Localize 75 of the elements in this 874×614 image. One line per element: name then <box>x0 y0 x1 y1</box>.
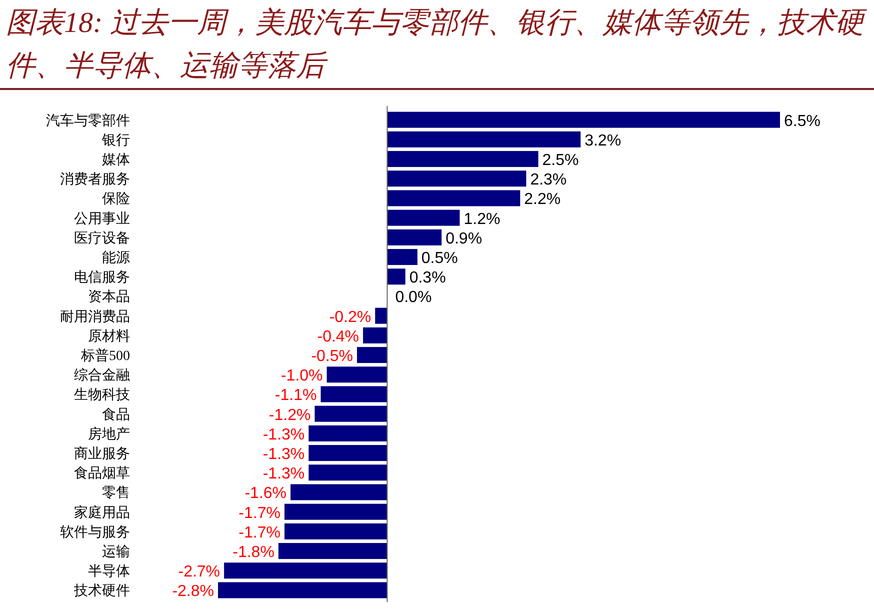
data-label: -1.3% <box>262 466 305 483</box>
data-label: 2.5% <box>542 152 579 169</box>
bar <box>387 210 460 226</box>
y-tick-label: 汽车与零部件 <box>46 112 130 129</box>
bar <box>290 484 388 500</box>
y-tick-label: 食品 <box>102 406 130 423</box>
data-label: -1.7% <box>238 524 280 542</box>
y-tick-label: 运输 <box>102 544 130 560</box>
y-tick-label: 能源 <box>102 250 130 266</box>
bar <box>387 268 406 285</box>
data-label: -0.4% <box>317 328 360 346</box>
bar <box>387 170 526 187</box>
bar <box>278 543 388 559</box>
y-tick-label: 生物科技 <box>74 387 130 404</box>
data-label: 6.5% <box>784 112 820 130</box>
data-label: 0.0% <box>395 289 432 306</box>
bar <box>387 151 538 167</box>
bar <box>320 386 388 402</box>
y-tick-label: 技术硬件 <box>73 583 130 600</box>
y-tick-label: 家庭用品 <box>74 504 130 521</box>
bar <box>284 523 388 540</box>
data-label: -1.3% <box>262 426 305 444</box>
bar <box>363 327 388 344</box>
y-tick-label: 商业服务 <box>74 446 130 462</box>
y-tick-label: 保险 <box>102 191 130 208</box>
data-label: -0.2% <box>329 308 372 326</box>
bar <box>284 504 388 520</box>
y-tick-label: 原材料 <box>88 328 130 344</box>
data-label: 0.3% <box>409 270 446 287</box>
data-label: 2.2% <box>524 191 561 208</box>
bar <box>387 229 442 246</box>
y-tick-label: 资本品 <box>88 289 130 306</box>
bar <box>224 562 388 579</box>
data-label: -1.1% <box>274 387 317 404</box>
bar <box>387 131 581 148</box>
data-label: -2.8% <box>172 583 214 600</box>
bar <box>356 347 388 363</box>
bar <box>326 366 388 383</box>
data-label: -1.7% <box>238 504 280 522</box>
chart-title: 图表18: 过去一周，美股汽车与零部件、银行、媒体等领先，技术硬件、半导体、运输等落后 <box>6 6 868 84</box>
y-tick-label: 综合金融 <box>74 368 130 384</box>
data-label: 3.2% <box>584 132 622 150</box>
y-tick-label: 银行 <box>101 132 130 148</box>
bar <box>375 308 388 324</box>
bar <box>218 582 388 598</box>
y-tick-label: 房地产 <box>88 426 130 442</box>
data-label: -0.5% <box>311 348 353 365</box>
data-label: -1.2% <box>268 406 311 424</box>
y-tick-label: 食品烟草 <box>74 466 130 482</box>
data-label: -2.7% <box>178 564 220 581</box>
y-tick-label: 媒体 <box>102 152 130 168</box>
data-label: 2.3% <box>530 172 567 189</box>
y-tick-label: 医疗设备 <box>74 230 130 246</box>
bar <box>314 406 388 422</box>
bar <box>308 445 388 461</box>
data-label: 0.5% <box>421 250 458 267</box>
data-label: -1.3% <box>262 446 305 463</box>
y-tick-label: 半导体 <box>88 564 130 580</box>
bar <box>308 425 388 442</box>
y-tick-label: 电信服务 <box>74 270 130 286</box>
bar <box>308 464 388 481</box>
y-tick-label: 消费者服务 <box>60 172 130 188</box>
bar <box>387 112 780 128</box>
data-label: 1.2% <box>464 210 500 228</box>
data-label: 0.9% <box>446 230 482 248</box>
y-tick-label: 软件与服务 <box>60 524 130 540</box>
y-tick-label: 标普500 <box>80 347 130 364</box>
bar <box>387 190 520 206</box>
data-label: -1.8% <box>232 544 274 561</box>
y-tick-label: 耐用消费品 <box>60 308 130 325</box>
bar <box>387 249 418 265</box>
y-tick-label: 公用事业 <box>74 210 130 227</box>
data-label: -1.0% <box>280 368 323 385</box>
data-label: -1.6% <box>244 485 287 502</box>
y-tick-label: 零售 <box>102 485 130 502</box>
